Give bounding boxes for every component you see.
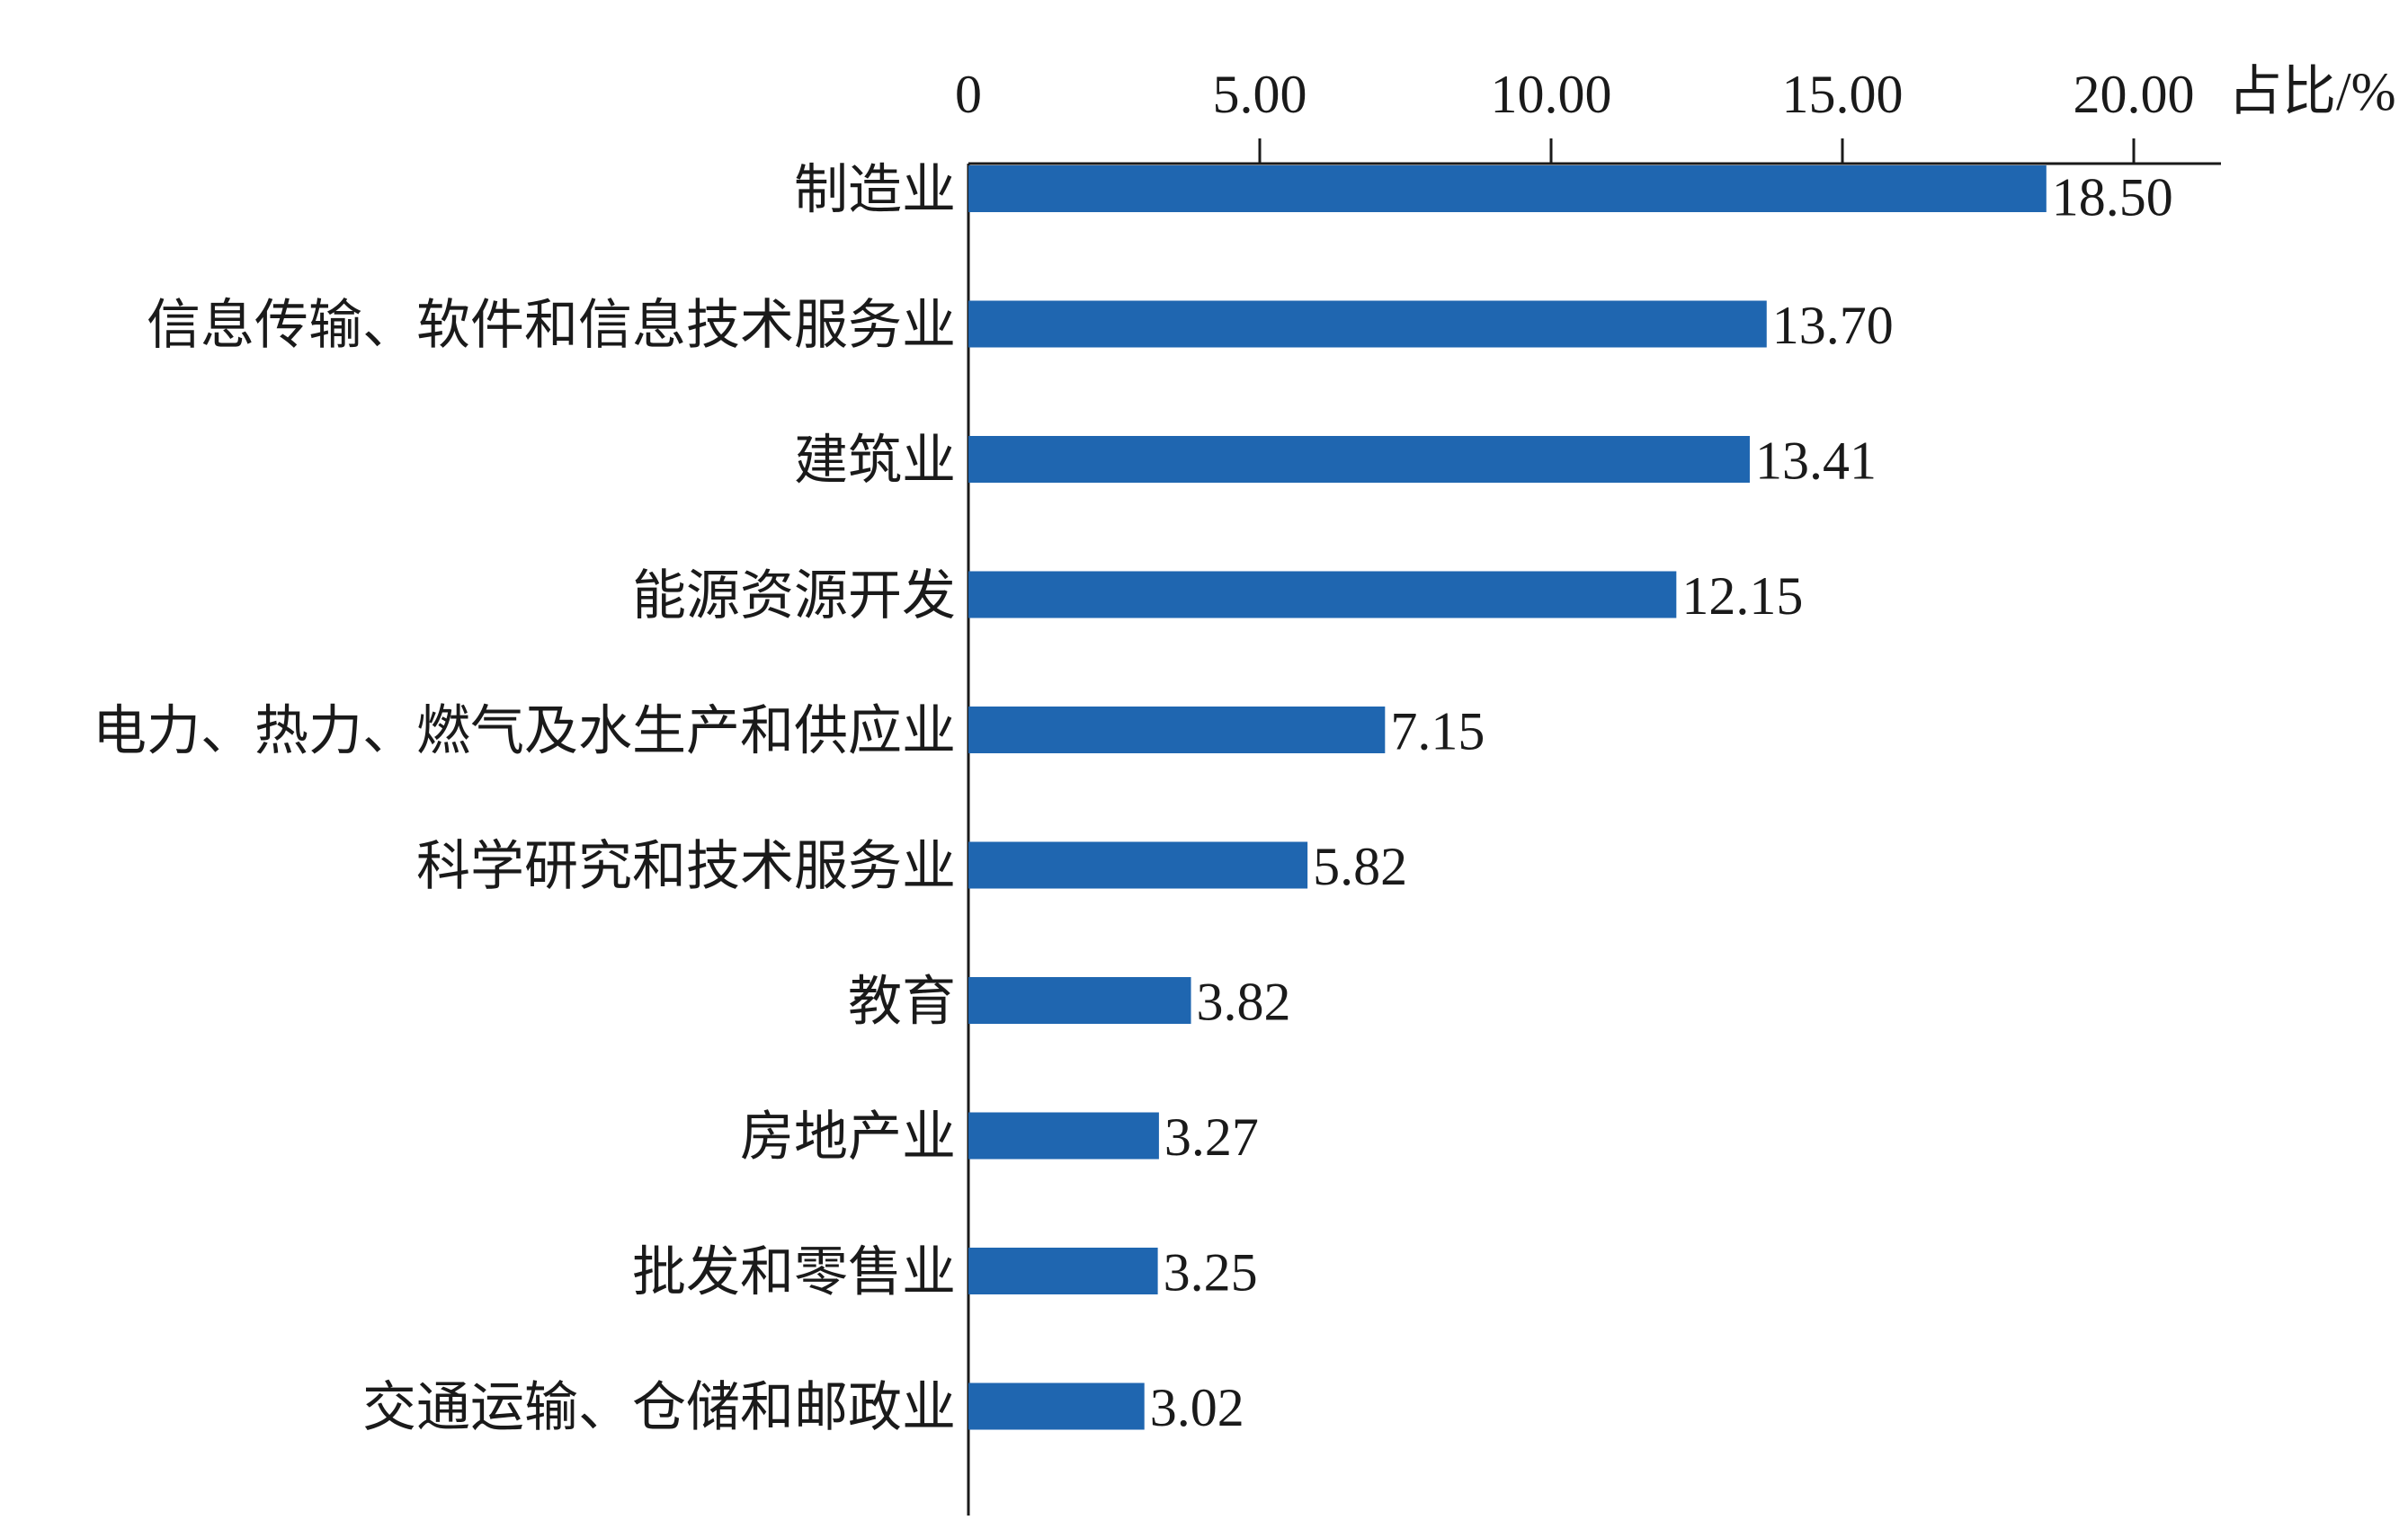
x-axis-unit-label: 占比/% [2228, 62, 2396, 121]
bar-value-label: 18.50 [2052, 168, 2173, 227]
bar-value-label: 13.41 [1755, 431, 1877, 491]
value-labels-group: 18.50 13.70 13.41 12.15 7.15 5.82 3.82 3.27 3.25… [1150, 168, 2173, 1437]
bar-value-label: 5.82 [1313, 837, 1407, 896]
bar [968, 1248, 1158, 1294]
category-labels-group: 制造业信息传输、软件和信息技术服务业建筑业能源资源开发电力、热力、燃气及水生产和… [93, 161, 956, 1437]
bar-value-label: 13.70 [1772, 296, 1894, 355]
bar [968, 300, 1767, 348]
x-axis: 0 5.00 10.00 15.00 20.00 占比/% [955, 62, 2396, 1516]
x-tick-label: 0 [955, 65, 982, 124]
category-label: 房地产业 [740, 1107, 956, 1167]
bar-value-label: 3.27 [1164, 1107, 1259, 1167]
x-tick-label: 5.00 [1213, 65, 1307, 124]
category-label: 能源资源开发 [632, 566, 956, 626]
category-label: 教育 [848, 973, 956, 1032]
x-tick-label: 15.00 [1782, 65, 1904, 124]
x-tick-label: 10.00 [1491, 65, 1612, 124]
bar-value-label: 3.82 [1197, 973, 1291, 1032]
bar-value-label: 3.25 [1164, 1243, 1258, 1302]
category-label: 科学研究和技术服务业 [416, 837, 956, 896]
bar [968, 165, 2047, 212]
bars-group [968, 165, 2047, 1430]
bar [968, 436, 1750, 483]
bar [968, 571, 1677, 618]
x-tick-label: 20.00 [2074, 65, 2195, 124]
category-label: 电力、热力、燃气及水生产和供应业 [93, 702, 956, 761]
category-label: 交通运输、仓储和邮政业 [362, 1378, 956, 1437]
bar [968, 977, 1191, 1024]
bar [968, 1112, 1159, 1160]
category-label: 建筑业 [794, 431, 956, 491]
bar-value-label: 12.15 [1681, 566, 1803, 626]
bar-value-label: 7.15 [1390, 702, 1485, 761]
category-label: 制造业 [794, 161, 956, 220]
bar-value-label: 3.02 [1150, 1378, 1244, 1437]
bar [968, 707, 1386, 753]
category-label: 信息传输、软件和信息技术服务业 [147, 296, 956, 355]
category-label: 批发和零售业 [632, 1243, 956, 1302]
bar [968, 1382, 1145, 1430]
bar [968, 841, 1308, 889]
